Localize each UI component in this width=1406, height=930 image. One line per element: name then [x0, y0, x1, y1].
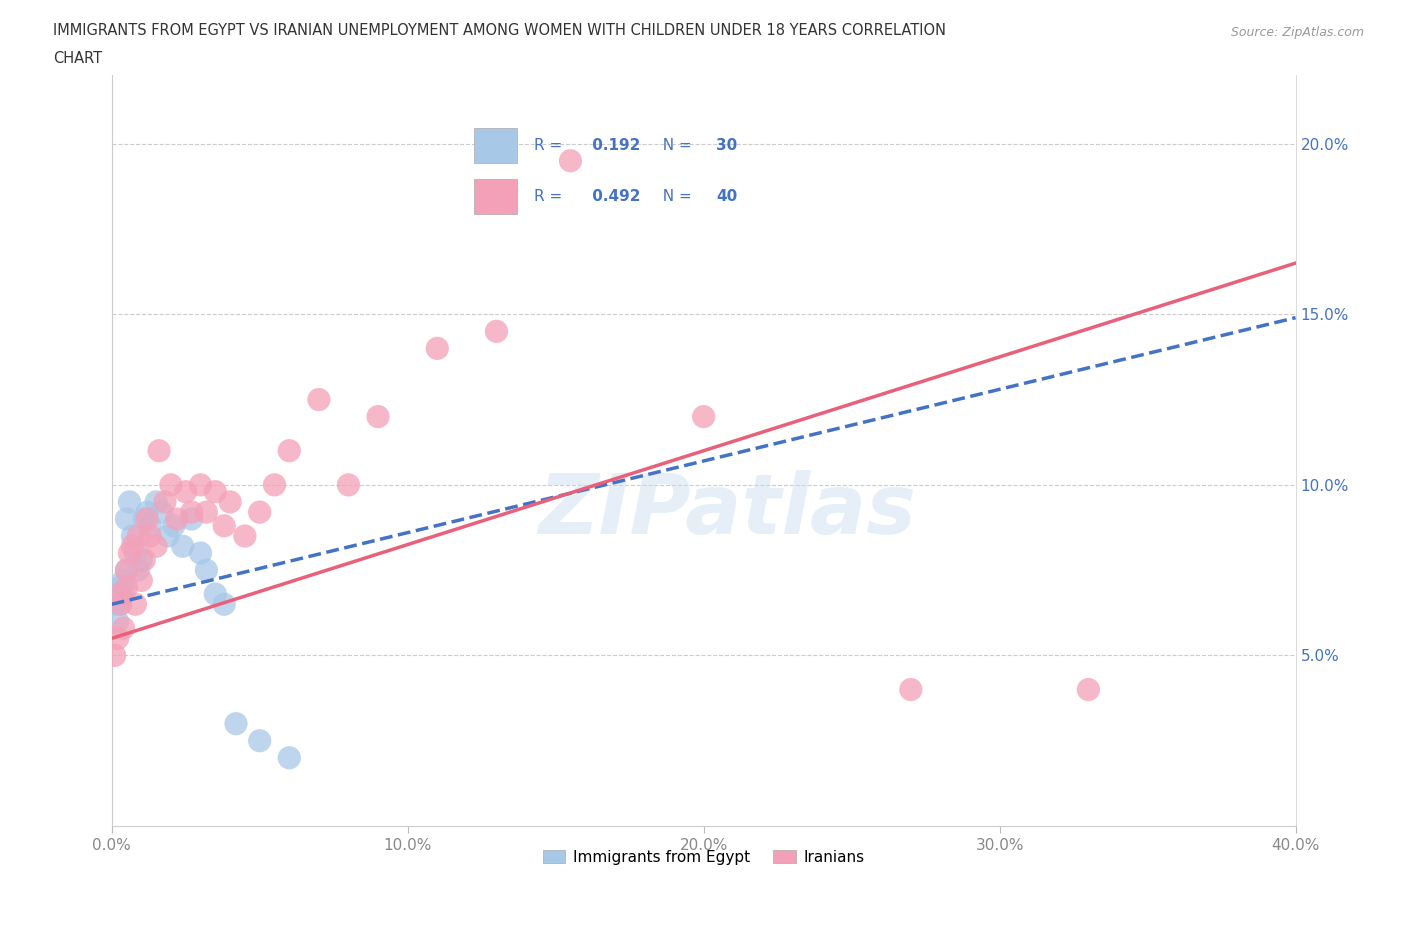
Point [204, 587, 226, 602]
Point [115, 579, 138, 594]
Point [118, 495, 141, 510]
Point [1077, 682, 1099, 697]
Point [692, 409, 714, 424]
Text: Source: ZipAtlas.com: Source: ZipAtlas.com [1230, 26, 1364, 39]
Point [190, 546, 212, 561]
Point [134, 552, 156, 567]
Point [107, 587, 129, 602]
Point [115, 563, 138, 578]
Point [110, 579, 132, 594]
Point [219, 495, 242, 510]
Point [110, 597, 132, 612]
Point [249, 505, 271, 520]
Point [136, 512, 159, 526]
Point [115, 563, 138, 578]
Text: CHART: CHART [53, 51, 103, 66]
Point [115, 512, 138, 526]
Point [233, 528, 256, 543]
Point [124, 546, 146, 561]
Point [107, 631, 129, 645]
Point [225, 716, 247, 731]
Point [485, 324, 508, 339]
Point [900, 682, 922, 697]
Point [163, 518, 186, 533]
Point [129, 573, 152, 588]
Point [148, 444, 170, 458]
Point [174, 485, 197, 499]
Point [121, 538, 143, 553]
Point [560, 153, 582, 168]
Point [145, 495, 167, 510]
Point [127, 528, 149, 543]
Point [129, 552, 152, 567]
Point [107, 614, 129, 629]
Point [139, 518, 162, 533]
Point [212, 518, 235, 533]
Point [367, 409, 389, 424]
Point [180, 505, 202, 520]
Point [110, 597, 132, 612]
Point [139, 528, 162, 543]
Point [180, 512, 202, 526]
Point [150, 505, 173, 520]
Point [190, 477, 212, 492]
Point [145, 538, 167, 553]
Point [127, 563, 149, 578]
Point [195, 563, 218, 578]
Point [426, 341, 449, 356]
Point [110, 587, 132, 602]
Point [249, 733, 271, 748]
Point [172, 538, 194, 553]
Point [153, 495, 176, 510]
Point [337, 477, 360, 492]
Text: IMMIGRANTS FROM EGYPT VS IRANIAN UNEMPLOYMENT AMONG WOMEN WITH CHILDREN UNDER 18: IMMIGRANTS FROM EGYPT VS IRANIAN UNEMPLO… [53, 23, 946, 38]
Point [278, 751, 301, 765]
Text: ZIPatlas: ZIPatlas [538, 471, 917, 551]
Point [160, 477, 183, 492]
Point [112, 620, 135, 635]
Point [104, 648, 127, 663]
Point [278, 444, 301, 458]
Point [136, 505, 159, 520]
Point [121, 528, 143, 543]
Point [166, 512, 188, 526]
Point [118, 546, 141, 561]
Point [104, 597, 127, 612]
Point [195, 505, 218, 520]
Point [212, 597, 235, 612]
Point [156, 528, 179, 543]
Point [204, 485, 226, 499]
Point [308, 392, 330, 407]
Point [112, 587, 135, 602]
Legend: Immigrants from Egypt, Iranians: Immigrants from Egypt, Iranians [537, 844, 870, 870]
Point [134, 512, 156, 526]
Point [263, 477, 285, 492]
Point [124, 597, 146, 612]
Point [112, 573, 135, 588]
